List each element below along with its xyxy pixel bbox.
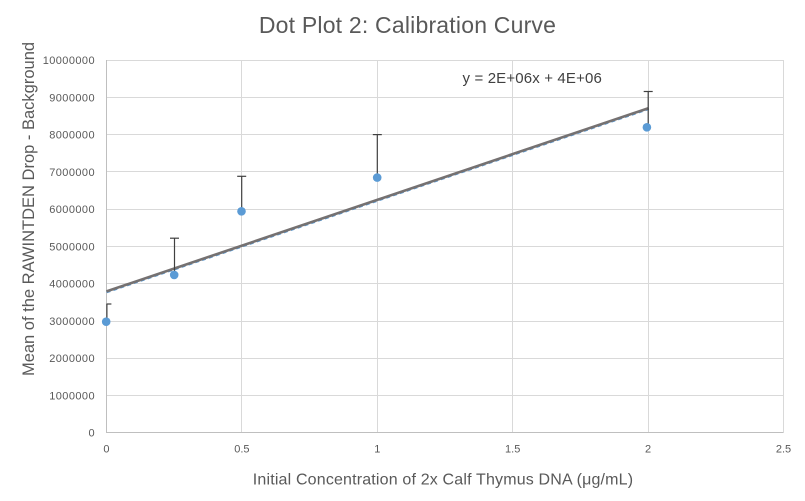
svg-text:Dot Plot 2: Calibration Curve: Dot Plot 2: Calibration Curve — [259, 12, 556, 38]
svg-text:7000000: 7000000 — [49, 167, 95, 179]
svg-text:Initial Concentration of 2x Ca: Initial Concentration of 2x Calf Thymus … — [253, 472, 633, 489]
svg-text:0: 0 — [88, 428, 95, 440]
svg-text:9000000: 9000000 — [49, 92, 95, 104]
svg-text:Mean of the RAWINTDEN Drop - B: Mean of the RAWINTDEN Drop - Background — [20, 42, 38, 376]
svg-text:6000000: 6000000 — [49, 204, 95, 216]
svg-text:1000000: 1000000 — [49, 390, 95, 402]
svg-text:0: 0 — [103, 444, 109, 456]
svg-text:2: 2 — [645, 444, 651, 456]
svg-text:3000000: 3000000 — [49, 316, 95, 328]
svg-text:2000000: 2000000 — [49, 353, 95, 365]
svg-text:5000000: 5000000 — [49, 241, 95, 253]
svg-text:4000000: 4000000 — [49, 279, 95, 291]
svg-text:1: 1 — [374, 444, 380, 456]
svg-text:1.5: 1.5 — [505, 444, 520, 456]
svg-text:y = 2E+06x + 4E+06: y = 2E+06x + 4E+06 — [463, 70, 602, 87]
svg-text:2.5: 2.5 — [776, 444, 791, 456]
svg-text:0.5: 0.5 — [234, 444, 249, 456]
svg-text:10000000: 10000000 — [43, 55, 95, 67]
svg-text:8000000: 8000000 — [49, 130, 95, 142]
